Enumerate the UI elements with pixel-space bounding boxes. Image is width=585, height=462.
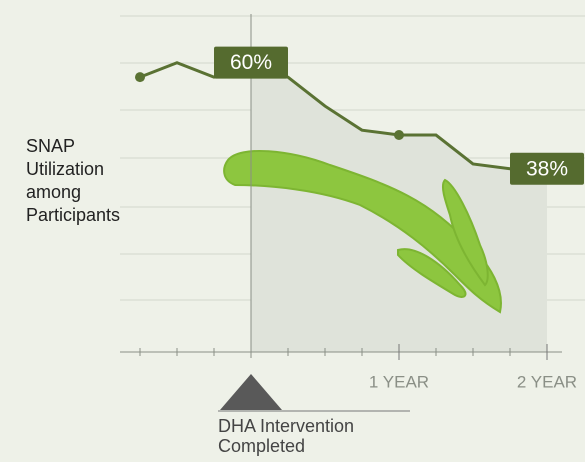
chart: 1 YEAR 2 YEAR 60% 38% xyxy=(0,0,585,462)
intervention-marker xyxy=(220,374,282,410)
annotation: DHA Intervention Completed xyxy=(218,416,418,456)
value-label: 60% xyxy=(230,51,272,74)
x-tick-label: 1 YEAR xyxy=(369,372,429,391)
value-label: 38% xyxy=(526,157,568,180)
point xyxy=(135,72,145,82)
x-tick-label: 2 YEAR xyxy=(517,372,577,391)
point xyxy=(394,130,404,140)
y-axis-label: SNAP Utilization among Participants xyxy=(26,135,146,227)
page: 1 YEAR 2 YEAR 60% 38% SNAP Utilization amon… xyxy=(0,0,585,462)
